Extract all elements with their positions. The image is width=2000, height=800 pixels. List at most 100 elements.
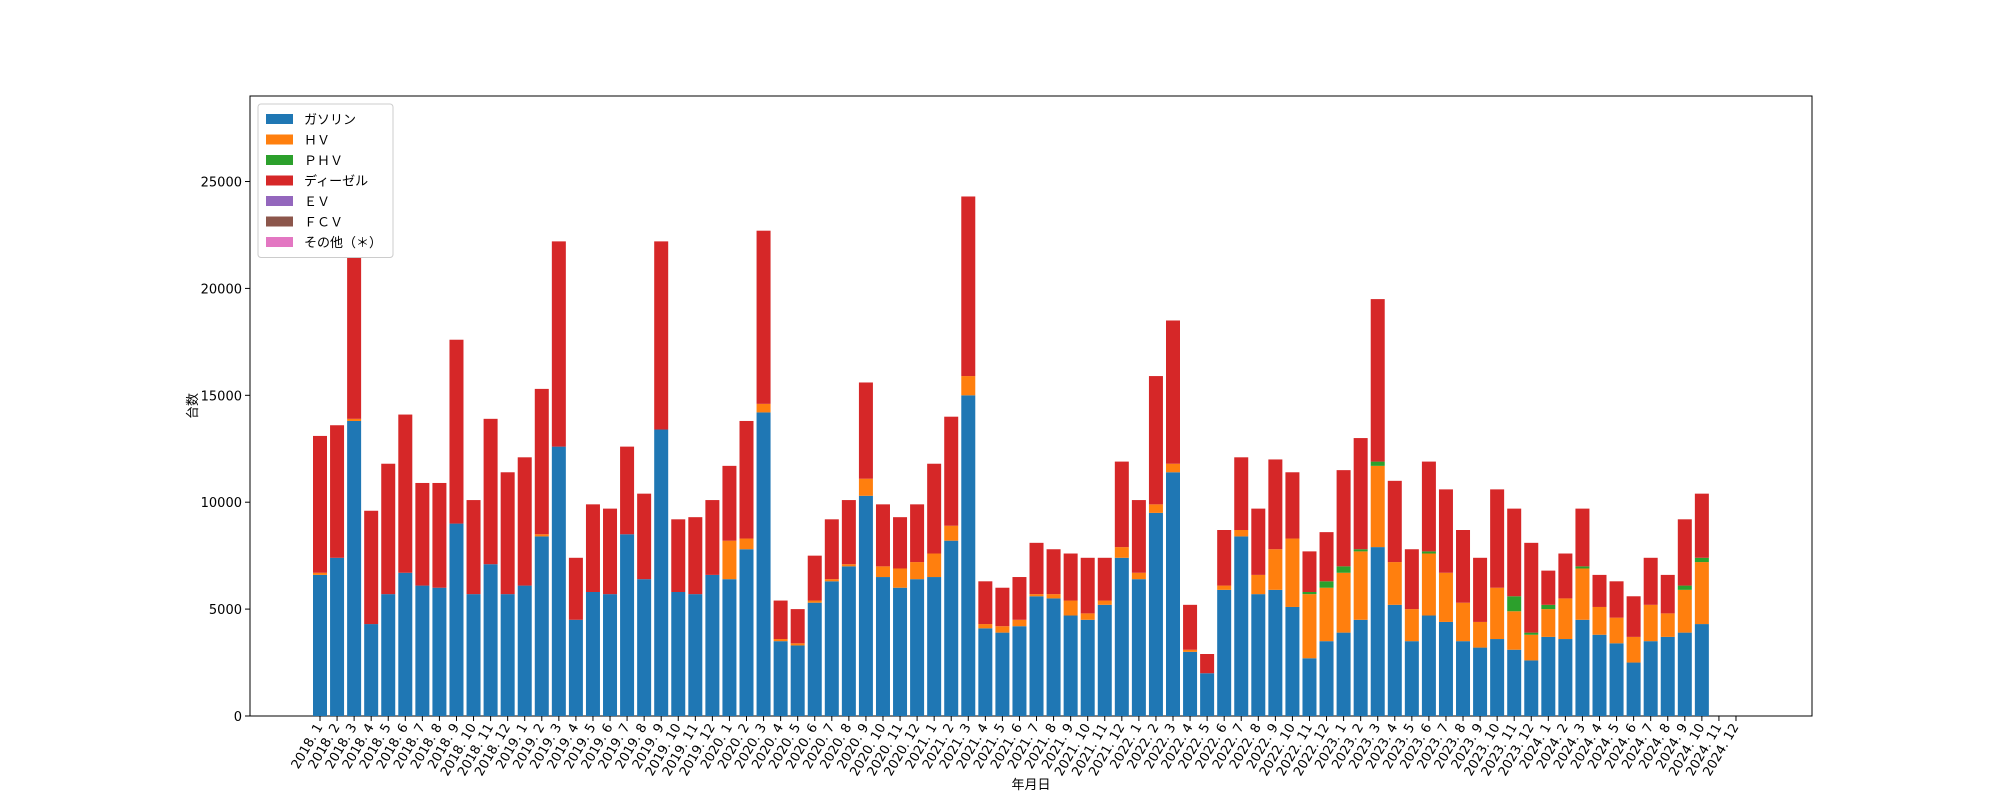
bar-segment-1 — [381, 594, 396, 716]
bar-segment-4 — [1592, 574, 1607, 607]
bar-segment-1 — [961, 395, 976, 716]
legend-swatch — [266, 155, 293, 165]
bar-segment-4 — [739, 420, 754, 539]
bar-segment-1 — [1114, 557, 1129, 716]
bar-segment-4 — [1063, 553, 1078, 601]
bar-segment-2 — [1421, 553, 1436, 616]
bar-segment-1 — [1097, 604, 1112, 716]
bar-segment-1 — [756, 412, 771, 716]
bar-segment-1 — [824, 581, 839, 716]
bar-segment-1 — [1558, 639, 1573, 716]
bar-segment-1 — [1063, 615, 1078, 716]
bar-segment-4 — [722, 465, 737, 541]
bar-segment-1 — [1404, 641, 1419, 716]
bar-segment-2 — [1507, 611, 1522, 650]
bar-segment-1 — [1473, 647, 1488, 716]
bar-segment-3 — [1421, 551, 1436, 554]
bar-segment-1 — [1353, 619, 1368, 716]
bar-segment-1 — [722, 579, 737, 716]
bar-segment-4 — [705, 500, 720, 575]
bar-segment-3 — [1302, 592, 1317, 595]
bar-segment-1 — [1302, 658, 1317, 716]
bar-segment-4 — [1541, 570, 1556, 605]
bar-segment-4 — [1524, 542, 1539, 633]
bar-segment-2 — [1541, 609, 1556, 637]
bar-segment-2 — [1609, 617, 1624, 644]
bar-segment-4 — [1080, 557, 1095, 614]
bar-segment-3 — [1353, 549, 1368, 552]
bar-segment-1 — [1166, 472, 1180, 716]
bar-segment-1 — [1046, 598, 1061, 716]
bar-segment-4 — [1694, 493, 1709, 558]
bar-segment-1 — [978, 628, 993, 716]
bar-segment-4 — [603, 508, 618, 595]
bar-segment-4 — [1626, 596, 1641, 637]
bar-segment-2 — [944, 525, 959, 541]
bar-segment-1 — [739, 549, 754, 716]
bar-segment-2 — [1438, 572, 1453, 622]
bar-segment-4 — [790, 609, 805, 644]
bar-segment-3 — [1575, 566, 1590, 569]
bar-segment-2 — [1166, 463, 1180, 473]
bar-segment-1 — [517, 585, 532, 716]
bar-segment-3 — [1319, 581, 1334, 588]
bar-segment-1 — [568, 619, 583, 716]
bar-segment-1 — [893, 587, 908, 716]
bar-segment-4 — [1183, 604, 1198, 650]
bar-segment-4 — [1319, 532, 1334, 582]
bar-segment-1 — [1421, 615, 1436, 716]
bar-segment-3 — [1541, 604, 1556, 610]
bar-segment-1 — [671, 592, 686, 716]
bar-segment-2 — [1592, 606, 1607, 635]
bar-segment-2 — [756, 403, 771, 413]
bar-segment-4 — [1507, 508, 1522, 597]
bar-segment-4 — [1456, 530, 1471, 603]
legend-label: ＦＣＶ — [304, 216, 343, 231]
y-tick-label: 15000 — [201, 389, 242, 404]
bar-segment-2 — [1524, 634, 1539, 661]
legend-label: ガソリン — [304, 113, 356, 128]
legend-label: ＰＨＶ — [304, 154, 343, 169]
bar-segment-4 — [961, 196, 976, 377]
legend-swatch — [266, 216, 293, 227]
bar-segment-1 — [1336, 632, 1351, 716]
bar-segment-1 — [330, 557, 345, 716]
bar-segment-4 — [1285, 472, 1300, 539]
bar-segment-1 — [500, 594, 515, 716]
bar-segment-1 — [1592, 634, 1607, 716]
bar-segment-2 — [722, 540, 737, 580]
bar-segment-4 — [1387, 480, 1402, 563]
bar-segment-1 — [1251, 594, 1266, 716]
bar-segment-1 — [790, 645, 805, 716]
bar-segment-1 — [1524, 660, 1539, 716]
bar-segment-2 — [1114, 547, 1129, 558]
bar-segment-1 — [875, 577, 890, 716]
bar-segment-4 — [1166, 320, 1180, 464]
bar-segment-2 — [1677, 589, 1692, 633]
legend-label: その他（＊） — [304, 236, 382, 251]
bar-segment-4 — [415, 482, 430, 586]
bar-segment-2 — [773, 639, 788, 642]
bar-segment-4 — [1336, 470, 1351, 567]
bar-segment-1 — [1609, 643, 1624, 716]
legend-swatch — [266, 237, 293, 247]
bar-segment-2 — [1387, 562, 1402, 605]
bar-group — [313, 119, 1709, 716]
bar-segment-1 — [398, 572, 413, 716]
bar-segment-4 — [1114, 461, 1129, 548]
bar-segment-1 — [773, 641, 788, 716]
bar-segment-2 — [1456, 602, 1471, 642]
legend-label: ＨＶ — [304, 134, 330, 149]
bar-segment-4 — [995, 587, 1010, 627]
bar-segment-4 — [551, 241, 566, 447]
bar-segment-4 — [807, 555, 822, 601]
bar-segment-2 — [1148, 504, 1163, 513]
bar-segment-4 — [620, 446, 635, 535]
bar-segment-2 — [1029, 594, 1044, 597]
bar-segment-1 — [1148, 512, 1163, 716]
y-tick-label: 10000 — [201, 496, 242, 511]
legend-swatch — [266, 114, 293, 124]
bar-segment-3 — [1370, 461, 1385, 466]
bar-segment-3 — [1507, 596, 1522, 612]
bar-segment-1 — [1200, 673, 1215, 716]
